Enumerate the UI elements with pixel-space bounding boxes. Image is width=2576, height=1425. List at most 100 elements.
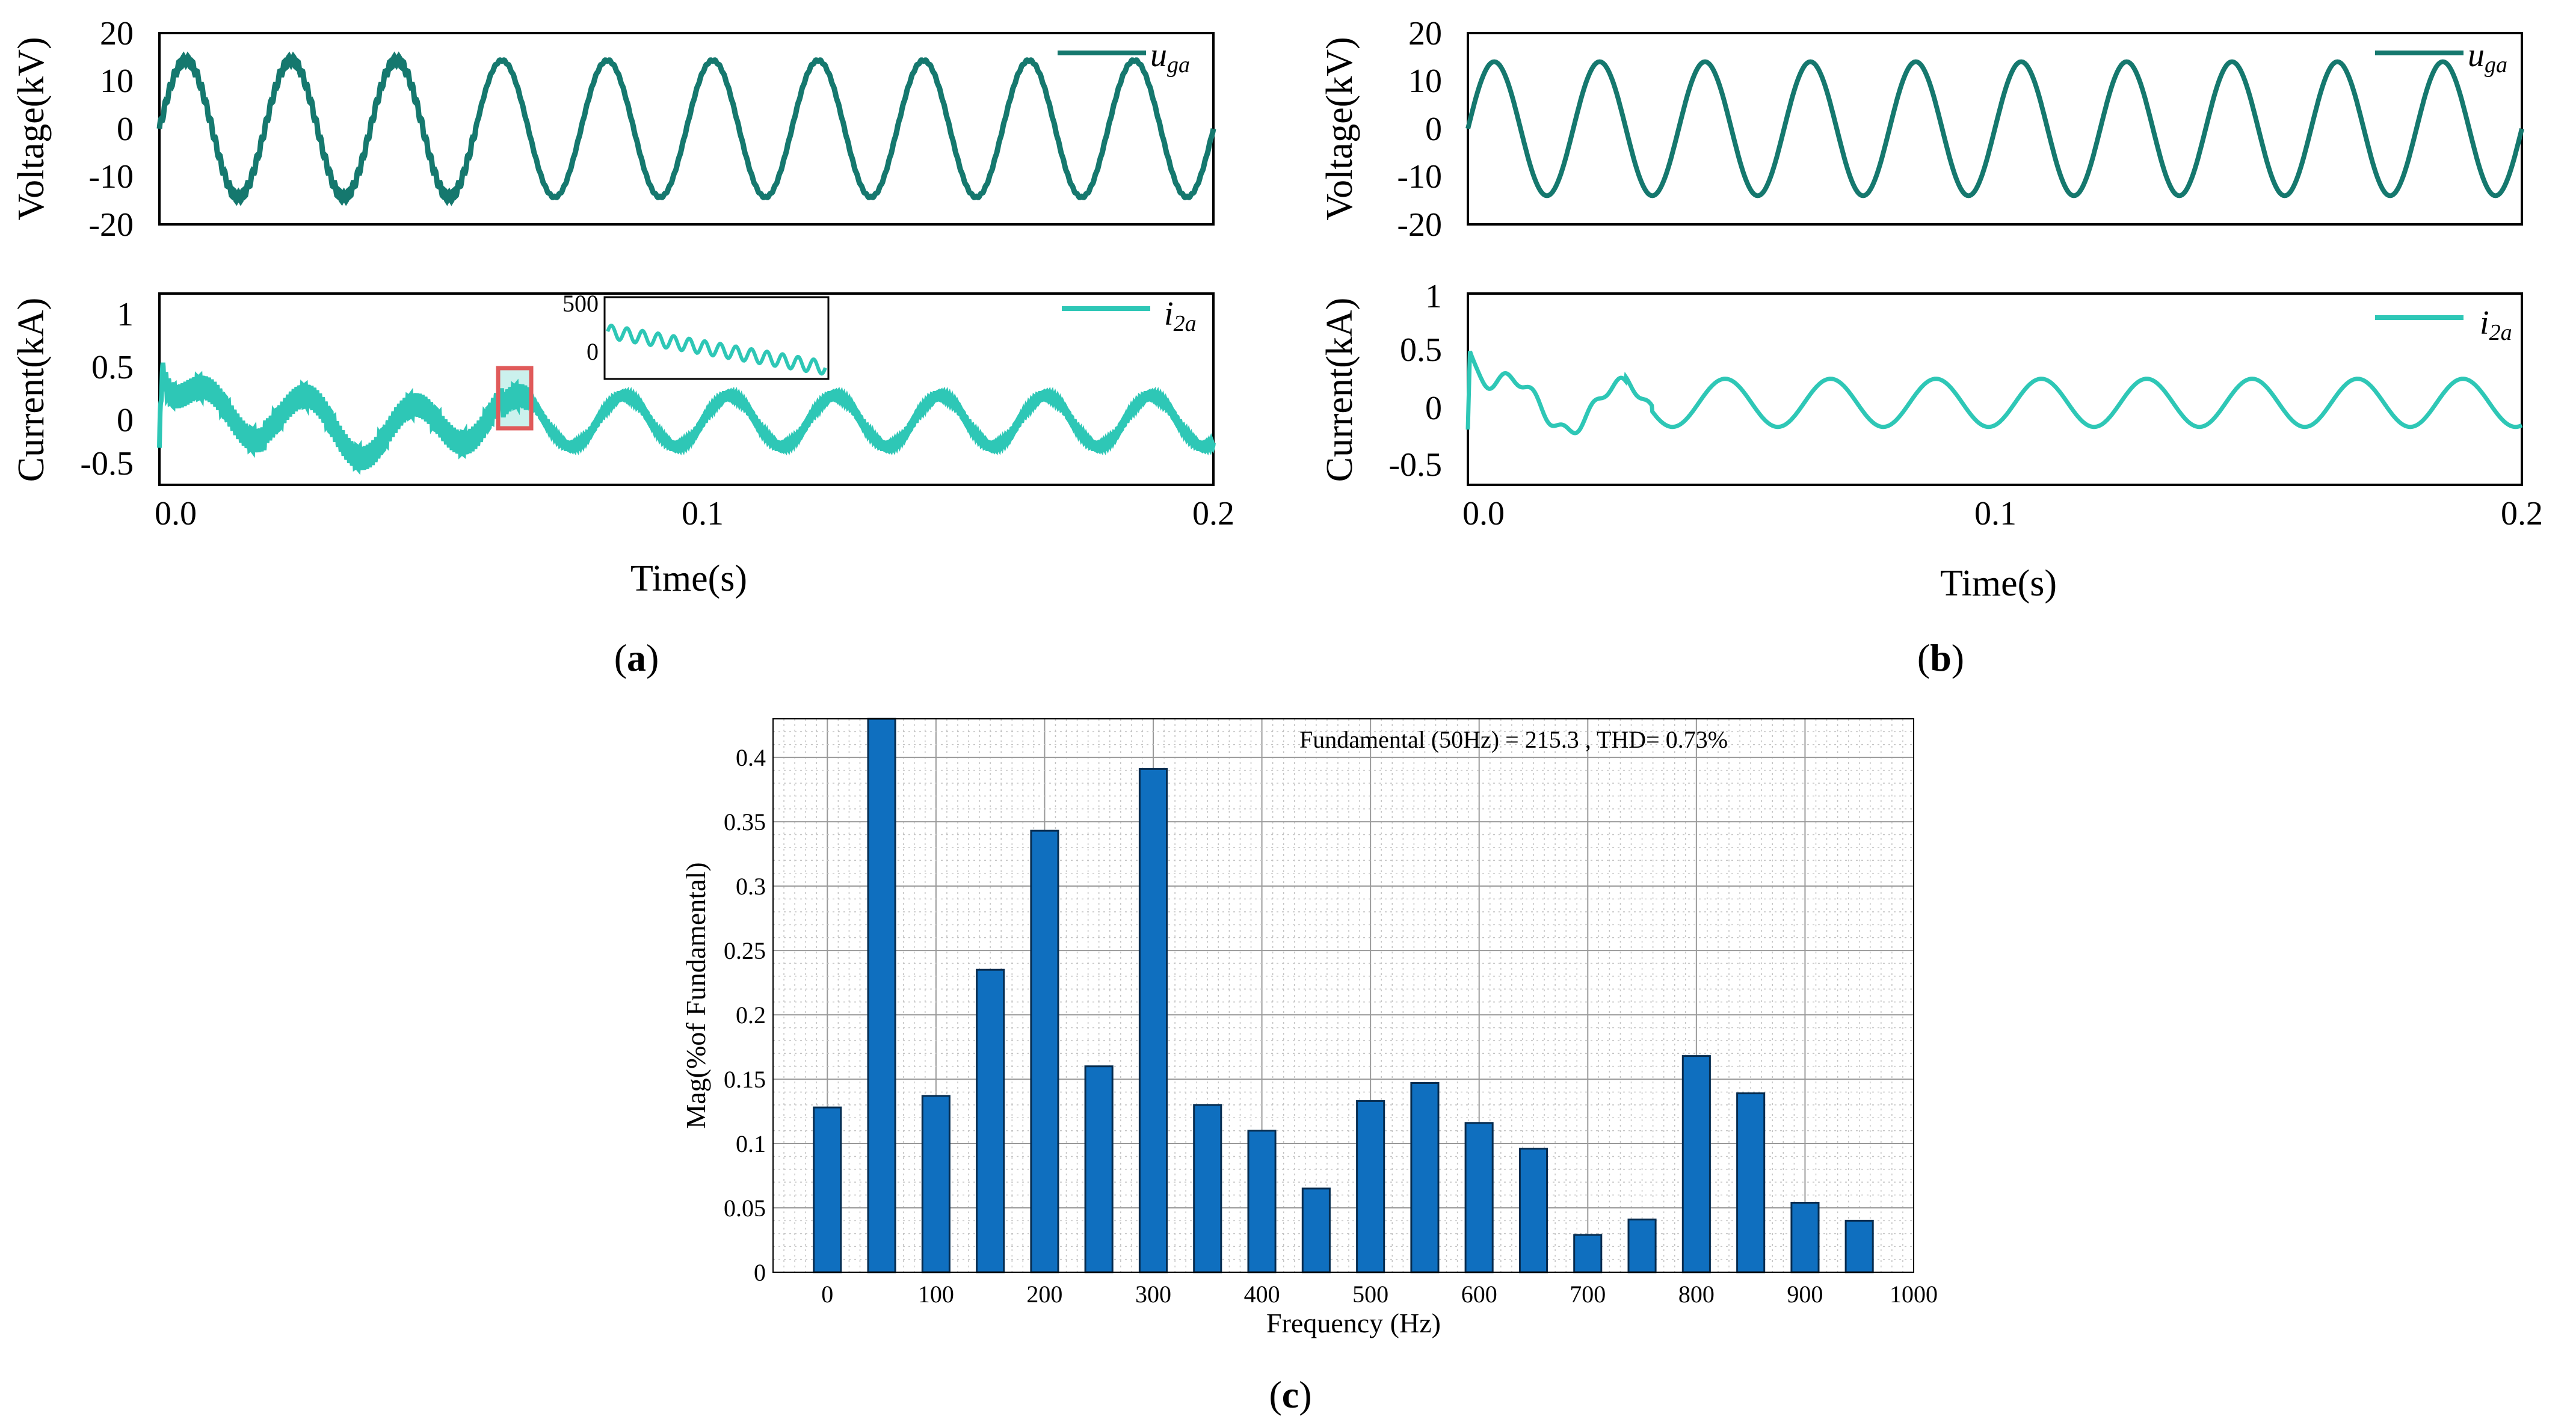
- a-current-ytick: 0.5: [91, 349, 134, 386]
- c-bar: [1301, 1187, 1331, 1273]
- a-voltage-ytick: -20: [88, 206, 134, 244]
- a-current-ylabel: Current(kA): [11, 298, 52, 482]
- c-bars: [813, 718, 1874, 1273]
- b-voltage-legend: uga: [2375, 37, 2507, 78]
- zoom-highlight-box: [496, 366, 534, 431]
- c-xticks: 0 100 200 300 400 500 600 700 800 900 1000: [821, 1281, 1938, 1308]
- b-panel-label: (b): [1917, 636, 1964, 679]
- c-bar: [1573, 1234, 1603, 1273]
- a-xtick: 0.1: [682, 495, 724, 532]
- c-ylabel: Mag(%of Fundamental): [680, 862, 711, 1128]
- c-bar: [813, 1106, 842, 1273]
- b-xtick: 0.0: [1462, 495, 1505, 532]
- c-bar: [1736, 1092, 1766, 1273]
- c-xtick: 800: [1678, 1281, 1715, 1308]
- panel-a: 20 10 0 -10 -20 Voltage(kV) uga 1 0.5 0 …: [11, 15, 1234, 679]
- c-xtick: 300: [1135, 1281, 1171, 1308]
- b-current-ytick: 0.5: [1400, 331, 1442, 369]
- c-xtick: 200: [1026, 1281, 1062, 1308]
- a-voltage-ytick: 10: [100, 63, 134, 100]
- a-current-ytick: 1: [117, 296, 134, 333]
- b-current-ytick: -0.5: [1388, 446, 1442, 484]
- c-xtick: 1000: [1890, 1281, 1938, 1308]
- c-xtick: 700: [1570, 1281, 1606, 1308]
- c-ytick: 0.35: [724, 808, 766, 836]
- c-bar: [1681, 1055, 1711, 1273]
- c-bar: [976, 968, 1005, 1273]
- a-xtick: 0.2: [1192, 495, 1234, 532]
- b-voltage-ytick: -20: [1397, 206, 1442, 244]
- a-voltage-ylabel: Voltage(kV): [11, 37, 52, 220]
- b-current-ytick: 1: [1425, 278, 1442, 315]
- a-voltage-legend-label: uga: [1150, 37, 1190, 78]
- b-voltage-ylabel: Voltage(kV): [1319, 37, 1360, 220]
- c-bar: [1627, 1218, 1657, 1273]
- b-voltage-ytick: 0: [1425, 111, 1442, 148]
- c-bar: [1356, 1100, 1385, 1273]
- b-xtick: 0.2: [2501, 495, 2543, 532]
- c-bar: [1464, 1122, 1494, 1273]
- c-grid: [772, 718, 1914, 1273]
- c-bar: [1247, 1130, 1277, 1273]
- c-xtick: 100: [918, 1281, 954, 1308]
- a-voltage-legend: uga: [1058, 37, 1190, 78]
- c-panel-label: (c): [1269, 1373, 1311, 1416]
- panel-c: 0 0.05 0.1 0.15 0.2 0.25 0.3 0.35 0.4 0 100 200 300…: [680, 718, 1938, 1416]
- c-bar: [1084, 1065, 1114, 1273]
- b-current-ytick: 0: [1425, 390, 1442, 427]
- inset-ytick: 0: [587, 338, 599, 365]
- b-current-axes: [1467, 292, 2523, 486]
- a-voltage-ytick: 20: [100, 15, 134, 52]
- b-xlabel: Time(s): [1940, 563, 2057, 604]
- c-bar: [1518, 1148, 1548, 1273]
- a-panel-label: (a): [614, 636, 659, 679]
- inset-series: [606, 323, 827, 376]
- b-current-legend-label: i2a: [2480, 304, 2512, 345]
- c-yticks: 0 0.05 0.1 0.15 0.2 0.25 0.3 0.35 0.4: [724, 744, 766, 1286]
- c-xtick: 400: [1244, 1281, 1280, 1308]
- c-annotation: Fundamental (50Hz) = 215.3 , THD= 0.73%: [1299, 726, 1728, 753]
- b-current-legend: i2a: [2375, 304, 2512, 345]
- a-voltage-ytick: -10: [88, 158, 134, 195]
- c-ytick: 0.2: [736, 1002, 766, 1029]
- c-bar: [1790, 1202, 1820, 1273]
- c-bar: [1193, 1104, 1222, 1273]
- b-xtick: 0.1: [1974, 495, 2017, 532]
- b-voltage-series: [1465, 59, 2524, 199]
- c-xlabel: Frequency (Hz): [1266, 1308, 1441, 1338]
- inset-ytick: 500: [562, 290, 599, 317]
- a-current-ytick: 0: [117, 402, 134, 439]
- b-voltage-ytick: -10: [1397, 158, 1442, 195]
- a-current-series: [157, 362, 1216, 475]
- c-xtick: 500: [1352, 1281, 1388, 1308]
- c-bar: [1030, 829, 1059, 1273]
- b-current-ylabel: Current(kA): [1319, 298, 1360, 482]
- b-current-series: [1465, 350, 2523, 436]
- c-xtick: 900: [1787, 1281, 1823, 1308]
- b-voltage-yticks: 20 10 0 -10 -20: [1397, 15, 1442, 244]
- panel-b: 20 10 0 -10 -20 Voltage(kV) uga 1 0.5 0 …: [1319, 15, 2543, 679]
- c-ytick: 0.3: [736, 873, 766, 900]
- a-xtick: 0.0: [155, 495, 197, 532]
- a-voltage-series: [156, 51, 1216, 206]
- c-bar: [1410, 1082, 1440, 1273]
- b-voltage-ytick: 20: [1408, 15, 1442, 52]
- a-current-legend: i2a: [1062, 295, 1197, 336]
- b-voltage-legend-label: uga: [2468, 37, 2507, 78]
- c-bar: [1138, 768, 1168, 1273]
- c-ytick: 0.05: [724, 1195, 766, 1222]
- b-voltage-ytick: 10: [1408, 63, 1442, 100]
- c-ytick: 0.4: [736, 744, 766, 771]
- a-voltage-yticks: 20 10 0 -10 -20: [88, 15, 134, 244]
- a-current-legend-label: i2a: [1164, 295, 1197, 336]
- a-xlabel: Time(s): [630, 558, 747, 599]
- a-current-ytick: -0.5: [80, 445, 134, 482]
- c-xtick: 600: [1461, 1281, 1497, 1308]
- c-ytick: 0.15: [724, 1066, 766, 1093]
- c-xtick: 0: [821, 1281, 833, 1308]
- a-current-yticks: 1 0.5 0 -0.5: [80, 296, 134, 482]
- c-ytick: 0.1: [736, 1130, 766, 1157]
- c-axes-frame: [772, 718, 1914, 1273]
- inset-axes: [603, 296, 830, 380]
